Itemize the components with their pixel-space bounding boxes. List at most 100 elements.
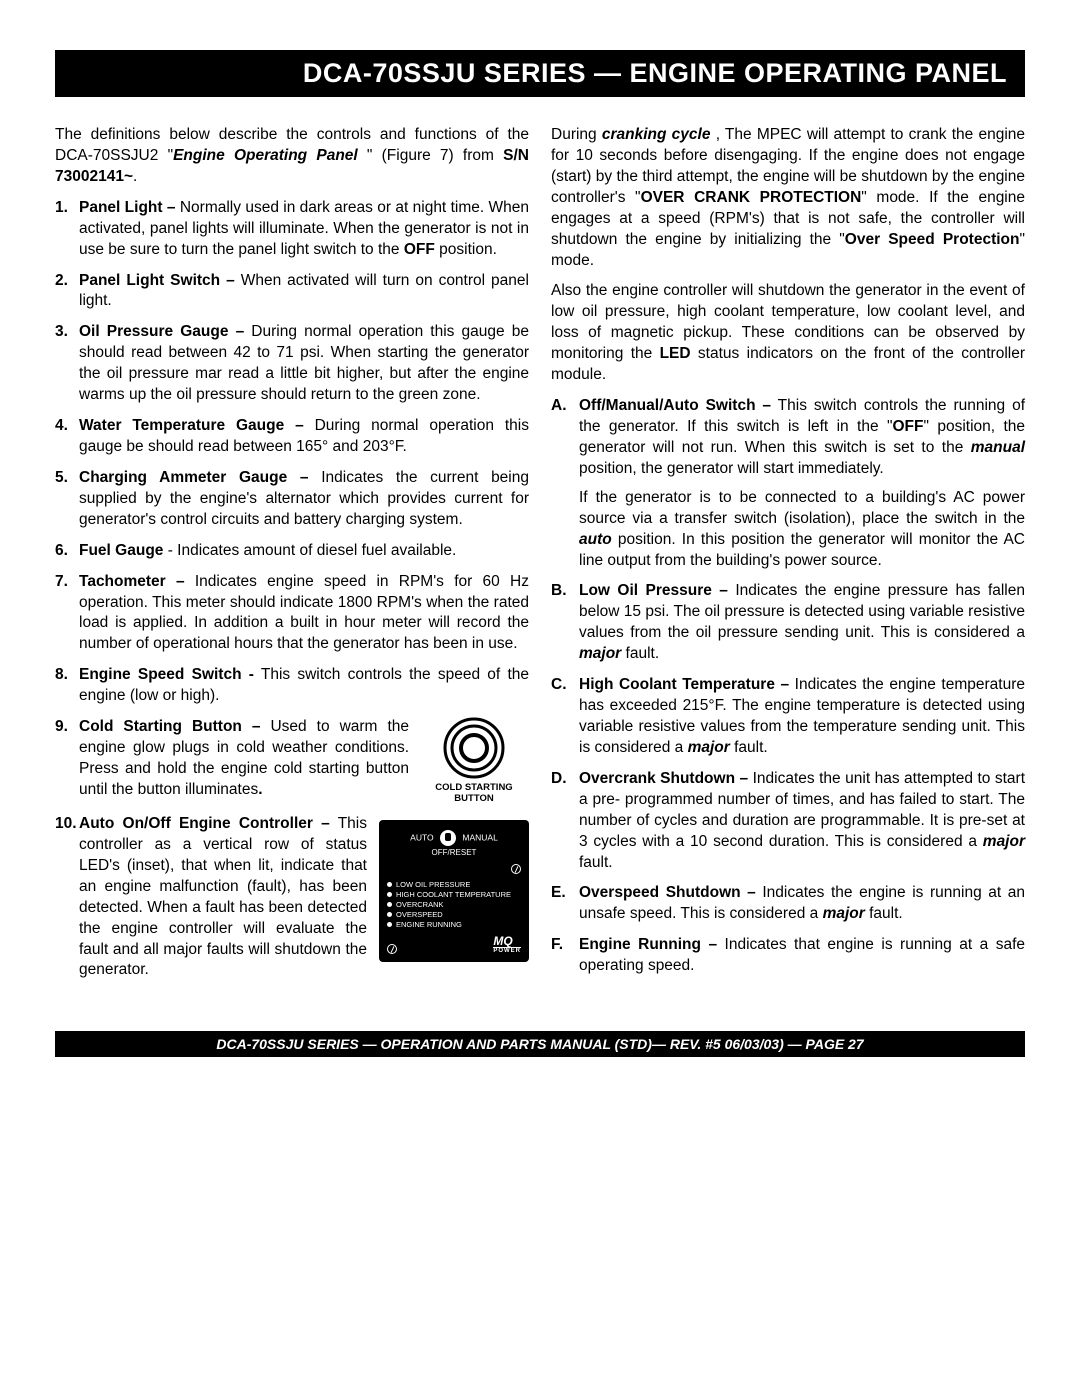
item-num: 1. [55,198,68,219]
item-d2: position. [435,241,497,258]
lc-em: major [688,739,730,756]
r-para-1: During cranking cycle , The MPEC will at… [551,125,1025,271]
letter-title: Off/Manual/Auto Switch – [579,397,771,414]
item-title: Engine Speed Switch - [79,666,254,683]
la-b1: OFF [892,418,923,435]
letter-num: C. [551,675,567,696]
numbered-list: 1.Panel Light – Normally used in dark ar… [55,198,529,982]
letter-title: Overspeed Shutdown – [579,884,756,901]
letter-d: D.Overcrank Shutdown – Indicates the uni… [579,769,1025,874]
page-title-bar: DCA-70SSJU SERIES — ENGINE OPERATING PAN… [55,50,1025,97]
lb-d3: fault. [621,645,659,662]
lb-em: major [579,645,621,662]
letter-a-sub: If the generator is to be connected to a… [579,488,1025,572]
rp2-b: LED [660,345,691,362]
item-title: Panel Light – [79,199,176,216]
controller-box-icon: AUTO MANUAL OFF/RESET LOW OIL PRESSURE H… [379,820,529,962]
item-8: 8.Engine Speed Switch - This switch cont… [79,665,529,707]
led-icon [387,902,392,907]
item-title: Oil Pressure Gauge – [79,323,244,340]
content-columns: The definitions below describe the contr… [55,125,1025,991]
item-title: Cold Starting Button – [79,718,261,735]
cold-start-figure: COLD STARTING BUTTON [419,717,529,804]
mq-logo-icon: MQPOWER [493,935,521,954]
intro-em: Engine Operating Panel [173,147,358,164]
led-row: OVERSPEED [387,910,521,919]
cold-start-label-2: BUTTON [419,794,529,804]
item-title: Tachometer – [79,573,185,590]
item-2: 2.Panel Light Switch – When activated wi… [79,271,529,313]
letter-f: F.Engine Running – Indicates that engine… [579,935,1025,977]
intro-post: . [133,168,137,185]
letter-b: B.Low Oil Pressure – Indicates the engin… [579,581,1025,665]
left-column: The definitions below describe the contr… [55,125,529,991]
item-title: Charging Ammeter Gauge – [79,469,309,486]
screw-icon [387,944,397,954]
rp1-b1: OVER CRANK PROTECTION [641,189,862,206]
item-num: 7. [55,572,68,593]
item-num: 10. [55,814,77,835]
letter-title: High Coolant Temperature – [579,676,789,693]
letter-title: Low Oil Pressure – [579,582,728,599]
letter-title: Engine Running – [579,936,717,953]
led-label: LOW OIL PRESSURE [396,880,470,889]
cold-start-label-1: COLD STARTING [419,783,529,793]
ld-em: major [983,833,1025,850]
screw-icon [511,864,521,874]
item-title: Fuel Gauge [79,542,163,559]
item-title: Auto On/Off Engine Controller – [79,815,330,832]
led-row: LOW OIL PRESSURE [387,880,521,889]
item-5: 5.Charging Ammeter Gauge – Indicates the… [79,468,529,531]
item-num: 6. [55,541,68,562]
letter-num: F. [551,935,563,956]
la-sub-pre: If the generator is to be connected to a… [579,489,1025,527]
lettered-list: A. Off/Manual/Auto Switch – This switch … [551,396,1025,977]
letter-c: C.High Coolant Temperature – Indicates t… [579,675,1025,759]
hand-icon [440,830,456,846]
letter-e: E.Overspeed Shutdown – Indicates the eng… [579,883,1025,925]
led-icon [387,892,392,897]
ctrl-auto: AUTO [410,832,433,842]
cold-start-button-icon [443,717,505,779]
controller-figure: AUTO MANUAL OFF/RESET LOW OIL PRESSURE H… [379,820,529,962]
letter-num: B. [551,581,567,602]
la-sub-post: position. In this position the generator… [579,531,1025,569]
item-desc: - Indicates amount of diesel fuel availa… [163,542,456,559]
letter-title: Overcrank Shutdown – [579,770,748,787]
lc-d3: fault. [730,739,768,756]
item-b2: OFF [404,241,435,258]
item-title: Water Temperature Gauge – [79,417,304,434]
item-num: 4. [55,416,68,437]
le-em: major [823,905,865,922]
la-sub-em: auto [579,531,612,548]
led-row: HIGH COOLANT TEMPERATURE [387,890,521,899]
item-num: 2. [55,271,68,292]
item-6: 6.Fuel Gauge - Indicates amount of diese… [79,541,529,562]
led-label: OVERCRANK [396,900,444,909]
led-label: OVERSPEED [396,910,443,919]
item-num: 5. [55,468,68,489]
item-title: Panel Light Switch – [79,272,235,289]
ctrl-manual: MANUAL [462,832,497,842]
intro-mid: " (Figure 7) from [358,147,503,164]
item-7: 7.Tachometer – Indicates engine speed in… [79,572,529,656]
ctrl-off: OFF/RESET [387,848,521,858]
item-9: 9. Cold Starting Button – Used to warm t… [79,717,529,804]
item-num: 3. [55,322,68,343]
led-row: OVERCRANK [387,900,521,909]
right-column: During cranking cycle , The MPEC will at… [551,125,1025,991]
led-icon [387,912,392,917]
letter-num: D. [551,769,567,790]
letter-num: E. [551,883,566,904]
led-icon [387,922,392,927]
led-label: ENGINE RUNNING [396,920,462,929]
item-desc: This controller as a vertical row of sta… [79,815,367,978]
item-num: 9. [55,717,68,738]
rp1-em: cranking cycle [602,126,711,143]
footer-bar: DCA-70SSJU SERIES — OPERATION AND PARTS … [55,1031,1025,1057]
item-1: 1.Panel Light – Normally used in dark ar… [79,198,529,261]
rp1-b2: Over Speed Protection [845,231,1020,248]
item-10: 10. Auto On/Off Engine Controller – This… [79,814,529,981]
item-b2: . [258,781,262,798]
le-d3: fault. [865,905,903,922]
